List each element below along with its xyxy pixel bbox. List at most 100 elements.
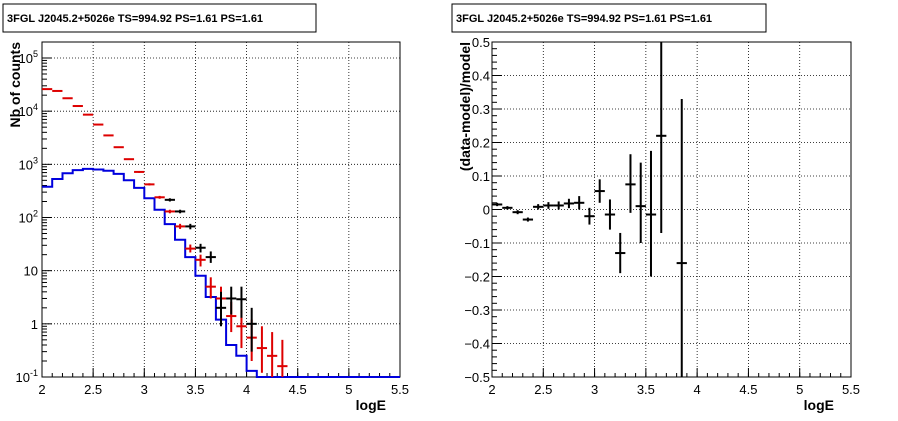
data-point [185, 223, 196, 230]
data-point [277, 339, 288, 377]
data-point [195, 254, 206, 267]
title-box [2, 3, 317, 33]
model-step-line [42, 167, 400, 378]
data-point [656, 42, 667, 233]
y-tick-label: −0.2 [464, 270, 490, 285]
y-tick-label: 0.4 [472, 69, 490, 84]
x-tick-label: 2.5 [84, 382, 102, 397]
data-point [676, 98, 687, 377]
data-point [615, 232, 626, 274]
plot-title: 3FGL J2045.2+5026e TS=994.92 PS=1.61 PS=… [7, 13, 263, 25]
data-point [574, 196, 585, 210]
data-point [512, 210, 523, 215]
y-axis-label: (data-model)/model [457, 42, 473, 171]
plot-1: 3FGL J2045.2+5026e TS=994.92 PS=1.61 PS=… [2, 3, 409, 413]
x-tick-label: 3 [591, 382, 598, 397]
data-point [205, 277, 216, 299]
data-point [93, 123, 104, 126]
y-tick-label: 105 [19, 49, 38, 66]
series-3 [164, 198, 257, 352]
data-point [195, 243, 206, 253]
y-tick-label: −0.1 [464, 236, 490, 251]
data-point [52, 89, 63, 92]
y-tick-label: 102 [19, 209, 38, 226]
data-point [594, 179, 605, 203]
y-tick-label: 103 [19, 155, 38, 172]
data-point [635, 162, 646, 243]
y-tick-label: −0.3 [464, 303, 490, 318]
data-point [604, 199, 616, 230]
y-tick-label: −0.4 [464, 337, 490, 352]
grid [42, 42, 400, 377]
data-point [492, 202, 503, 207]
data-point [584, 207, 595, 225]
x-tick-label: 5 [796, 382, 803, 397]
data-point [144, 183, 155, 186]
x-tick-label: 2 [488, 382, 495, 397]
x-tick-label: 3 [141, 382, 148, 397]
y-tick-label: 1 [31, 317, 38, 332]
data-point [543, 202, 554, 209]
data-point [174, 209, 186, 214]
x-tick-label: 5 [345, 382, 352, 397]
data-point [502, 206, 513, 210]
title-box [451, 3, 767, 33]
x-tick-label: 5.5 [391, 382, 409, 397]
series-2 [42, 88, 288, 377]
data-point [236, 286, 247, 318]
data-point [256, 326, 268, 373]
data-point [533, 204, 544, 210]
data-point [522, 217, 534, 222]
series-1 [42, 167, 400, 378]
x-tick-label: 4 [694, 382, 701, 397]
data-point [625, 154, 636, 213]
data-point [246, 307, 257, 352]
x-tick-label: 2.5 [534, 382, 552, 397]
plot-frame [41, 41, 401, 378]
x-tick-label: 2 [38, 382, 45, 397]
data-point [645, 150, 657, 277]
data-point [123, 158, 135, 161]
x-tick-label: 5.5 [842, 382, 860, 397]
y-tick-label: 0 [483, 203, 490, 218]
data-point [553, 201, 564, 210]
y-tick-label: 0.2 [472, 136, 490, 151]
data-point [226, 286, 237, 315]
data-point [42, 88, 53, 91]
x-tick-label: 4 [243, 382, 250, 397]
plot-2: 3FGL J2045.2+5026e TS=994.92 PS=1.61 PS=… [451, 3, 860, 413]
y-tick-label: 0.5 [472, 35, 490, 50]
data-point [205, 251, 216, 263]
data-point [154, 195, 165, 199]
y-tick-label: 10-1 [16, 368, 38, 385]
y-tick-label: 104 [19, 102, 38, 119]
data-point [267, 332, 278, 377]
x-axis-label: logE [356, 397, 386, 413]
data-point [103, 134, 114, 137]
data-point [62, 97, 73, 100]
x-tick-label: 3.5 [637, 382, 655, 397]
data-point [134, 170, 145, 173]
y-tick-label: 10 [24, 264, 38, 279]
x-tick-label: 3.5 [186, 382, 204, 397]
data-point [215, 291, 227, 327]
data-point [113, 146, 124, 149]
y-tick-label: −0.5 [464, 370, 490, 385]
data-point [72, 105, 83, 108]
data-point [164, 209, 175, 214]
y-axis-label: Nb of counts [7, 42, 23, 128]
plot-frame [491, 41, 852, 378]
data-point [563, 198, 575, 209]
x-tick-label: 4.5 [739, 382, 757, 397]
x-axis-label: logE [804, 397, 834, 413]
data-point [185, 244, 196, 253]
grid [492, 42, 851, 377]
plot-title: 3FGL J2045.2+5026e TS=994.92 PS=1.61 PS=… [456, 13, 712, 25]
data-point [82, 113, 94, 116]
data-point [164, 198, 175, 202]
y-tick-label: 0.3 [472, 102, 490, 117]
x-tick-label: 4.5 [289, 382, 307, 397]
data-point [174, 223, 186, 229]
